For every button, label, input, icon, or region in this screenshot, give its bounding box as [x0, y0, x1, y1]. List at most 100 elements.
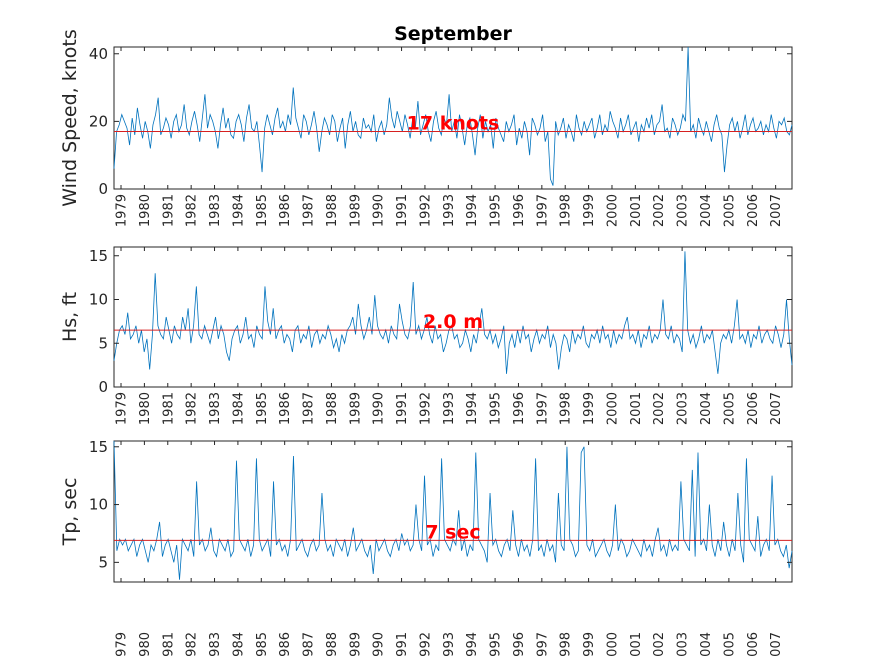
x-tick-label: 1984: [231, 194, 246, 227]
x-tick-label: 1991: [395, 194, 410, 227]
x-tick-label: 1990: [372, 632, 387, 656]
reference-annotation: 7 sec: [425, 521, 480, 543]
x-tick-label: 2006: [746, 194, 761, 227]
wave-height-panel: 2.0 m 0 5 10 15 1979 1980 1981 1982 1983 1984 1985 1…: [59, 246, 793, 425]
y-tick-label: 10: [89, 496, 108, 514]
x-tick-label: 2003: [676, 194, 691, 227]
x-tick-label: 1987: [302, 194, 317, 227]
y-tick-label: 5: [98, 334, 108, 352]
x-tick-label: 1979: [115, 392, 130, 425]
x-tick-label: 1993: [442, 392, 457, 425]
x-tick-label: 2007: [769, 632, 784, 656]
series-line: [113, 251, 793, 374]
x-tick-label: 1986: [278, 632, 293, 656]
x-tick-label: 1989: [348, 194, 363, 227]
x-tick-label: 1982: [185, 392, 200, 425]
x-tick-label: 1991: [395, 632, 410, 656]
x-tick-label: 1985: [255, 194, 270, 227]
x-tick-label: 2001: [629, 194, 644, 227]
axes-box: [113, 440, 793, 583]
x-tick-label: 1995: [489, 194, 504, 227]
x-tick-label: 1980: [138, 632, 153, 656]
x-tick-label: 2000: [605, 194, 620, 227]
y-tick-label: 10: [89, 291, 108, 309]
x-tick-label: 1985: [255, 632, 270, 656]
y-axis-label: Wind Speed, knots: [59, 29, 81, 206]
x-tick-label: 1995: [489, 632, 504, 656]
x-tick-label: 1999: [582, 632, 597, 656]
x-tick-label: 2006: [746, 632, 761, 656]
x-tick-label: 1981: [161, 632, 176, 656]
x-tick-label: 2005: [722, 632, 737, 656]
x-tick-label: 1980: [138, 392, 153, 425]
x-tick-label: 2002: [652, 194, 667, 227]
x-tick-label: 1997: [535, 632, 550, 656]
x-tick-label: 2001: [629, 392, 644, 425]
x-tick-label: 1986: [278, 392, 293, 425]
x-tick-label: 1998: [559, 194, 574, 227]
x-tick-label: 1996: [512, 632, 527, 656]
x-tick-label: 1997: [535, 194, 550, 227]
x-tick-label: 1987: [302, 392, 317, 425]
x-tick-label: 1989: [348, 632, 363, 656]
x-tick-label: 1990: [372, 194, 387, 227]
y-axis-label: Tp, sec: [59, 478, 81, 547]
x-tick-label: 1992: [418, 392, 433, 425]
x-tick-label: 1998: [559, 392, 574, 425]
x-tick-label: 1997: [535, 392, 550, 425]
x-tick-label: 1992: [418, 632, 433, 656]
axes-box: [113, 246, 793, 388]
x-tick-label: 1989: [348, 392, 363, 425]
x-tick-label: 1982: [185, 194, 200, 227]
x-tick-label: 1981: [161, 392, 176, 425]
x-tick-label: 1995: [489, 392, 504, 425]
x-tick-label: 2001: [629, 632, 644, 656]
y-tick-label: 40: [89, 45, 108, 63]
y-tick-label: 0: [98, 180, 108, 198]
x-tick-label: 2000: [605, 632, 620, 656]
x-tick-label: 1994: [465, 632, 480, 656]
y-tick-label: 0: [98, 378, 108, 396]
x-tick-label: 2004: [699, 194, 714, 227]
x-tick-label: 2002: [652, 392, 667, 425]
x-tick-label: 1993: [442, 194, 457, 227]
x-tick-label: 1992: [418, 194, 433, 227]
x-tick-label: 1996: [512, 392, 527, 425]
x-tick-label: 2007: [769, 194, 784, 227]
x-tick-label: 1994: [465, 392, 480, 425]
x-tick-label: 1993: [442, 632, 457, 656]
x-tick-label: 1986: [278, 194, 293, 227]
x-tick-label: 2000: [605, 392, 620, 425]
x-tick-label: 1980: [138, 194, 153, 227]
x-tick-label: 2004: [699, 632, 714, 656]
x-tick-label: 1991: [395, 392, 410, 425]
x-tick-label: 1983: [208, 194, 223, 227]
x-tick-label: 2007: [769, 392, 784, 425]
x-tick-label: 1983: [208, 392, 223, 425]
x-tick-label: 1994: [465, 194, 480, 227]
x-tick-label: 1985: [255, 392, 270, 425]
x-tick-label: 1998: [559, 632, 574, 656]
x-tick-label: 1981: [161, 194, 176, 227]
y-tick-label: 20: [89, 112, 108, 130]
x-tick-label: 1987: [302, 632, 317, 656]
x-tick-label: 1984: [231, 392, 246, 425]
x-tick-label: 2002: [652, 632, 667, 656]
x-tick-label: 1988: [325, 194, 340, 227]
series-line: [113, 440, 793, 580]
x-tick-label: 1979: [115, 194, 130, 227]
x-tick-label: 2003: [676, 392, 691, 425]
x-tick-label: 1990: [372, 392, 387, 425]
x-tick-label: 1999: [582, 194, 597, 227]
x-tick-label: 1999: [582, 392, 597, 425]
y-axis-label: Hs, ft: [59, 292, 81, 342]
x-tick-label: 1982: [185, 632, 200, 656]
x-tick-label: 1988: [325, 632, 340, 656]
peak-period-panel: 7 sec 5 10 15 1979 1980 1981 1982 1983 1984 1985 19…: [59, 438, 793, 656]
x-tick-label: 1988: [325, 392, 340, 425]
x-tick-label: 1996: [512, 194, 527, 227]
x-tick-label: 1979: [115, 632, 130, 656]
x-tick-label: 1983: [208, 632, 223, 656]
reference-annotation: 2.0 m: [423, 311, 483, 333]
